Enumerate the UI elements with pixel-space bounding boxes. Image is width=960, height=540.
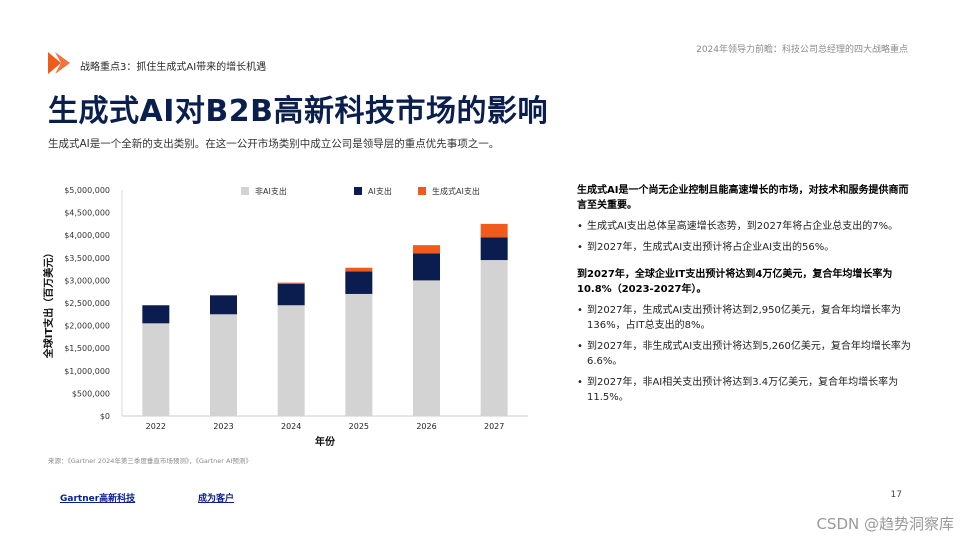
section-label: 战略重点3：抓住生成式AI带来的增长机遇 [80, 62, 267, 73]
legend-label: 非AI支出 [255, 186, 287, 196]
bar-2026 [413, 280, 440, 416]
bar-2022 [142, 305, 170, 324]
page-subtitle: 生成式AI是一个全新的支出类别。在这一公开市场类别中成立公司是领导层的重点优先事… [48, 138, 500, 150]
bullet-icon: • [577, 305, 583, 316]
insight-bullet: • 到2027年，生成式AI支出预计将达到2,950亿美元，复合年均增长率为136… [577, 303, 917, 333]
x-tick-label: 2027 [484, 422, 504, 431]
bars-group [142, 223, 508, 416]
bar-2026 [413, 253, 440, 281]
bar-2027 [480, 260, 508, 416]
insight-bullet: • 到2027年，生成式AI支出预计将占企业AI支出的56%。 [577, 240, 917, 255]
bullet-icon: • [577, 341, 583, 352]
bar-2022 [142, 323, 170, 416]
y-tick-label: $0 [100, 412, 110, 421]
y-axis-ticks: $0 $500,000 $1,000,000 $1,500,000 $2,000,000… [64, 186, 110, 421]
chart-legend: 非AI支出 AI支出 生成式AI支出 [241, 186, 480, 196]
bar-2024 [277, 305, 305, 416]
y-tick-label: $1,000,000 [64, 367, 110, 376]
bar-2023 [210, 314, 237, 416]
bullet-icon: • [577, 242, 583, 253]
bar-2025 [345, 267, 373, 272]
watermark: CSDN @趋势洞察库 [816, 515, 954, 533]
y-tick-label: $2,000,000 [64, 322, 110, 331]
y-tick-label: $3,000,000 [64, 276, 110, 285]
bar-2023 [210, 295, 237, 315]
section-arrow-icon [48, 52, 70, 74]
bar-2024 [277, 284, 305, 306]
x-axis-ticks: 2022 2023 2024 2025 2026 2027 [146, 422, 505, 431]
bar-2027 [480, 237, 508, 261]
become-client-link[interactable]: 成为客户 [198, 494, 235, 504]
insight-text: 到2027年，非AI相关支出预计将达到3.4万亿美元，复合年均增长率为11.5%… [587, 377, 899, 403]
legend-label: 生成式AI支出 [432, 186, 480, 196]
x-tick-label: 2024 [281, 422, 301, 431]
insight-block-2: 到2027年，全球企业IT支出预计将达到4万亿美元，复合年均增长率为10.8%（… [577, 267, 917, 405]
page-title: 生成式AI对B2B高新科技市场的影响 [48, 94, 548, 129]
insight-text: 到2027年，生成式AI支出预计将达到2,950亿美元，复合年均增长率为136%… [587, 305, 901, 331]
legend-swatch [241, 187, 249, 195]
insight-heading-1: 生成式AI是一个尚无企业控制且能高速增长的市场，对技术和服务提供商而言至关重要。 [577, 185, 909, 211]
y-tick-label: $3,500,000 [64, 254, 110, 263]
x-axis-label: 年份 [315, 435, 336, 448]
insight-block-1: 生成式AI是一个尚无企业控制且能高速增长的市场，对技术和服务提供商而言至关重要。… [577, 183, 917, 255]
insight-bullet: • 到2027年，非AI相关支出预计将达到3.4万亿美元，复合年均增长率为11.5… [577, 375, 917, 405]
bar-2025 [345, 271, 373, 294]
bar-2025 [345, 293, 373, 416]
y-tick-label: $2,500,000 [64, 299, 110, 308]
legend-label: AI支出 [368, 186, 392, 196]
legend-swatch [418, 187, 426, 195]
insight-list-1: • 生成式AI支出总体呈高速增长态势，到2027年将占企业总支出的7%。 • 到20… [577, 219, 917, 255]
y-tick-label: $4,500,000 [64, 209, 110, 218]
x-tick-label: 2025 [349, 422, 369, 431]
gartner-hightech-link[interactable]: Gartner高新科技 [60, 494, 136, 504]
bullet-icon: • [577, 377, 583, 388]
report-title: 2024年领导力前瞻：科技公司总经理的四大战略重点 [696, 45, 908, 55]
source-note: 来源：《Gartner 2024年第三季度垂直市场预测》，《Gartner AI… [48, 457, 252, 465]
y-tick-label: $5,000,000 [64, 186, 110, 195]
page-number: 17 [890, 490, 902, 500]
insight-bullet: • 到2027年，非生成式AI支出预计将达到5,260亿美元，复合年均增长率为6.… [577, 339, 917, 369]
y-axis-label: 全球IT支出（百万美元） [42, 248, 55, 360]
insight-text: 到2027年，非生成式AI支出预计将达到5,260亿美元，复合年均增长率为6.6… [587, 341, 911, 367]
insight-text: 生成式AI支出总体呈高速增长态势，到2027年将占企业总支出的7%。 [587, 221, 899, 232]
y-tick-label: $500,000 [72, 389, 110, 398]
x-tick-label: 2026 [416, 422, 436, 431]
bar-2024 [277, 282, 305, 285]
bar-2027 [480, 223, 508, 238]
insight-bullet: • 生成式AI支出总体呈高速增长态势，到2027年将占企业总支出的7%。 [577, 219, 917, 234]
y-tick-label: $1,500,000 [64, 344, 110, 353]
insights-panel: 生成式AI是一个尚无企业控制且能高速增长的市场，对技术和服务提供商而言至关重要。… [577, 183, 917, 411]
bar-2026 [413, 245, 440, 254]
bullet-icon: • [577, 221, 583, 232]
insight-text: 到2027年，生成式AI支出预计将占企业AI支出的56%。 [587, 242, 835, 253]
x-tick-label: 2023 [213, 422, 233, 431]
x-tick-label: 2022 [146, 422, 166, 431]
legend-swatch [354, 187, 362, 195]
insight-heading-2: 到2027年，全球企业IT支出预计将达到4万亿美元，复合年均增长率为10.8%（… [577, 269, 893, 295]
insight-list-2: • 到2027年，生成式AI支出预计将达到2,950亿美元，复合年均增长率为136… [577, 303, 917, 405]
stacked-bar-chart: $0 $500,000 $1,000,000 $1,500,000 $2,000,000… [42, 186, 528, 448]
y-tick-label: $4,000,000 [64, 231, 110, 240]
